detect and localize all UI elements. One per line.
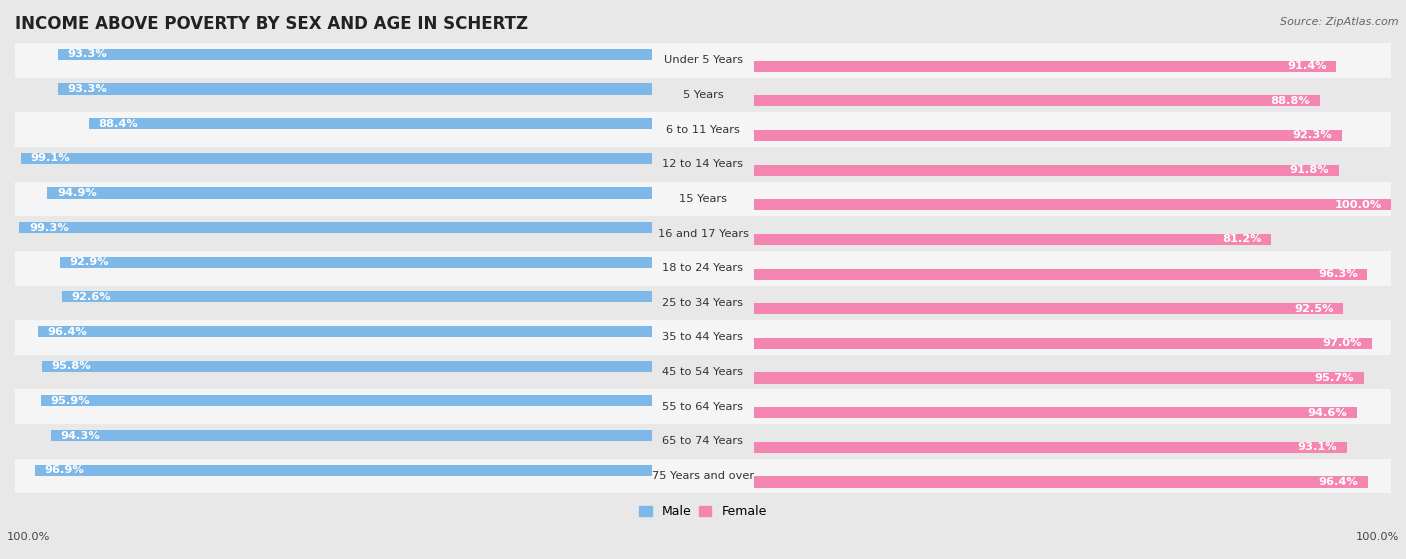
Bar (42, 361, 652, 372)
Text: INCOME ABOVE POVERTY BY SEX AND AGE IN SCHERTZ: INCOME ABOVE POVERTY BY SEX AND AGE IN S… (15, 15, 529, 33)
Text: 91.4%: 91.4% (1286, 61, 1327, 71)
Text: 93.1%: 93.1% (1298, 442, 1337, 452)
Text: 95.8%: 95.8% (51, 361, 91, 371)
Bar (754, 303, 1343, 314)
Text: 100.0%: 100.0% (1334, 200, 1382, 210)
Text: 94.3%: 94.3% (60, 430, 101, 440)
Bar (51, 430, 652, 441)
Bar (15, 112, 1391, 147)
Text: 81.2%: 81.2% (1222, 234, 1261, 244)
Bar (754, 407, 1357, 418)
Bar (754, 95, 1320, 106)
Text: 6 to 11 Years: 6 to 11 Years (666, 125, 740, 135)
Text: 93.3%: 93.3% (67, 49, 107, 59)
Bar (754, 60, 1336, 72)
Bar (38, 326, 652, 337)
Bar (754, 476, 1368, 487)
Text: 96.4%: 96.4% (48, 326, 87, 337)
Bar (754, 338, 1372, 349)
Text: 91.8%: 91.8% (1289, 165, 1329, 175)
Text: 5 Years: 5 Years (683, 90, 723, 100)
Bar (754, 442, 1347, 453)
Bar (754, 199, 1391, 210)
Text: 99.3%: 99.3% (30, 222, 69, 233)
Text: 65 to 74 Years: 65 to 74 Years (662, 437, 744, 447)
Text: 45 to 54 Years: 45 to 54 Years (662, 367, 744, 377)
Bar (754, 268, 1368, 280)
Bar (754, 372, 1364, 383)
Bar (15, 182, 1391, 216)
Bar (41, 395, 652, 406)
Text: 100.0%: 100.0% (1355, 532, 1399, 542)
Bar (60, 257, 652, 268)
Text: 92.6%: 92.6% (72, 292, 111, 302)
Text: Source: ZipAtlas.com: Source: ZipAtlas.com (1281, 17, 1399, 27)
Bar (15, 320, 1391, 355)
Text: 55 to 64 Years: 55 to 64 Years (662, 402, 744, 412)
Text: 96.3%: 96.3% (1317, 269, 1358, 279)
Text: 16 and 17 Years: 16 and 17 Years (658, 229, 748, 239)
Text: 100.0%: 100.0% (7, 532, 51, 542)
Text: 18 to 24 Years: 18 to 24 Years (662, 263, 744, 273)
Bar (15, 355, 1391, 390)
Text: 88.8%: 88.8% (1271, 96, 1310, 106)
Bar (62, 291, 652, 302)
Bar (58, 49, 652, 60)
Text: 96.9%: 96.9% (45, 465, 84, 475)
Text: 94.6%: 94.6% (1308, 408, 1347, 418)
Bar (21, 153, 652, 164)
Text: 15 Years: 15 Years (679, 194, 727, 204)
Bar (15, 43, 1391, 78)
Text: 95.7%: 95.7% (1315, 373, 1354, 383)
Text: 92.3%: 92.3% (1292, 130, 1333, 140)
Bar (48, 187, 652, 198)
Text: 92.5%: 92.5% (1294, 304, 1334, 314)
Text: Under 5 Years: Under 5 Years (664, 55, 742, 65)
Text: 35 to 44 Years: 35 to 44 Years (662, 333, 744, 343)
Bar (15, 424, 1391, 459)
Bar (15, 459, 1391, 494)
Text: 96.4%: 96.4% (1319, 477, 1358, 487)
Bar (58, 83, 652, 94)
Bar (20, 222, 652, 233)
Text: 88.4%: 88.4% (98, 119, 138, 129)
Bar (15, 147, 1391, 182)
Bar (15, 251, 1391, 286)
Bar (15, 216, 1391, 251)
Bar (754, 130, 1341, 141)
Text: 95.9%: 95.9% (51, 396, 90, 406)
Bar (15, 390, 1391, 424)
Text: 99.1%: 99.1% (31, 153, 70, 163)
Text: 94.9%: 94.9% (58, 188, 97, 198)
Text: 93.3%: 93.3% (67, 84, 107, 94)
Bar (35, 465, 652, 476)
Bar (89, 118, 652, 129)
Text: 92.9%: 92.9% (70, 257, 110, 267)
Text: 12 to 14 Years: 12 to 14 Years (662, 159, 744, 169)
Bar (754, 234, 1271, 245)
Text: 97.0%: 97.0% (1323, 338, 1362, 348)
Bar (754, 164, 1339, 176)
Bar (15, 78, 1391, 112)
Legend: Male, Female: Male, Female (634, 500, 772, 523)
Text: 75 Years and over: 75 Years and over (652, 471, 754, 481)
Bar (15, 286, 1391, 320)
Text: 25 to 34 Years: 25 to 34 Years (662, 298, 744, 308)
